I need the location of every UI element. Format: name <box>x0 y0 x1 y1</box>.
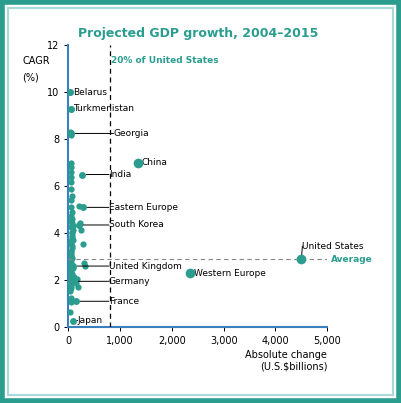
Text: 20% of United States: 20% of United States <box>111 56 219 65</box>
Text: Western Europe: Western Europe <box>194 269 265 278</box>
Text: Belarus: Belarus <box>73 88 107 97</box>
Text: Japan: Japan <box>77 316 103 325</box>
Text: China: China <box>142 158 168 167</box>
Text: Germany: Germany <box>109 277 150 286</box>
Text: United States: United States <box>302 242 364 251</box>
Text: CAGR: CAGR <box>22 56 50 66</box>
Text: Eastern Europe: Eastern Europe <box>109 203 178 212</box>
Text: Turkmenistan: Turkmenistan <box>73 104 134 113</box>
Text: India: India <box>109 170 131 179</box>
Title: Projected GDP growth, 2004–2015: Projected GDP growth, 2004–2015 <box>78 27 318 40</box>
Text: United Kingdom: United Kingdom <box>109 262 182 270</box>
Text: Georgia: Georgia <box>113 129 149 138</box>
X-axis label: Absolute change
(U.S.$billions): Absolute change (U.S.$billions) <box>245 350 327 372</box>
Text: France: France <box>109 297 139 306</box>
Text: (%): (%) <box>22 73 39 83</box>
Text: Average: Average <box>331 255 373 264</box>
Text: South Korea: South Korea <box>109 220 164 229</box>
